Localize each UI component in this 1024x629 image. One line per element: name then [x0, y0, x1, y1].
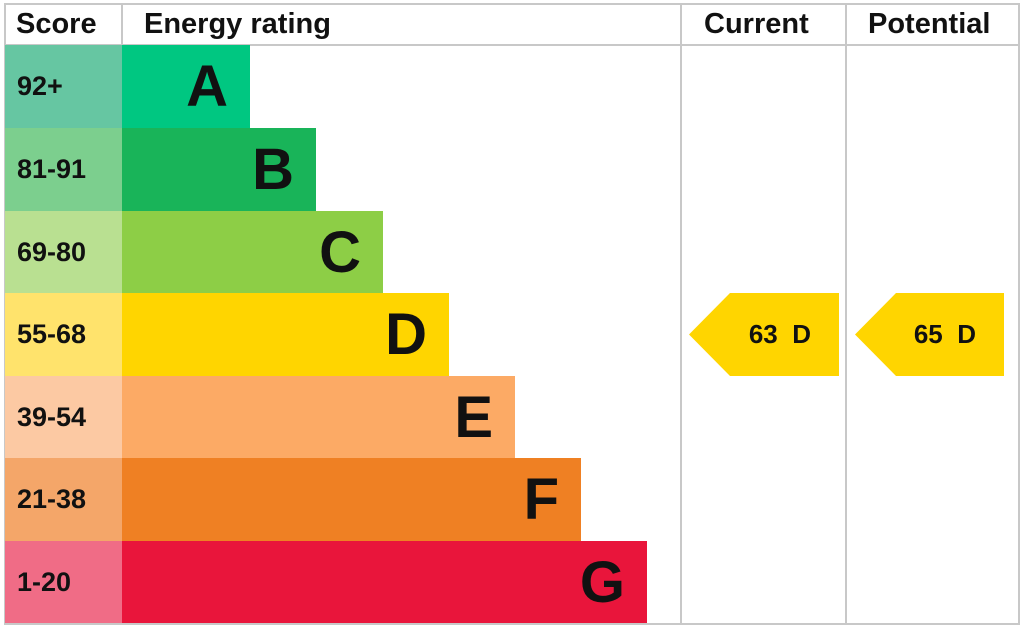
score-g: 1-20: [5, 541, 122, 623]
band-d: D: [122, 293, 449, 376]
current-divider: [680, 3, 682, 625]
header-score: Score: [16, 8, 97, 40]
bottom-border: [5, 623, 1020, 625]
score-divider: [121, 3, 123, 45]
potential-divider: [845, 3, 847, 625]
potential-rating-label: 65 D: [913, 319, 976, 349]
score-b: 81-91: [5, 128, 122, 211]
band-a: A: [122, 45, 250, 128]
band-g: G: [122, 541, 647, 623]
score-f: 21-38: [5, 458, 122, 541]
band-c: C: [122, 211, 383, 293]
band-e: E: [122, 376, 515, 458]
potential-arrow-shape: [855, 293, 1004, 376]
header-divider: [5, 44, 1020, 46]
header-energy-rating: Energy rating: [144, 8, 331, 40]
band-b: B: [122, 128, 316, 211]
current-arrow-shape: [689, 293, 839, 376]
top-border: [5, 3, 1020, 5]
header-current: Current: [704, 8, 809, 40]
current-rating-label: 63 D: [748, 319, 811, 349]
score-d: 55-68: [5, 293, 122, 376]
score-a: 92+: [5, 45, 122, 128]
right-border: [1018, 3, 1020, 625]
band-f: F: [122, 458, 581, 541]
header-potential: Potential: [868, 8, 991, 40]
score-e: 39-54: [5, 376, 122, 458]
current-rating-arrow: 63 D: [689, 293, 839, 376]
score-c: 69-80: [5, 211, 122, 293]
potential-rating-arrow: 65 D: [855, 293, 1004, 376]
